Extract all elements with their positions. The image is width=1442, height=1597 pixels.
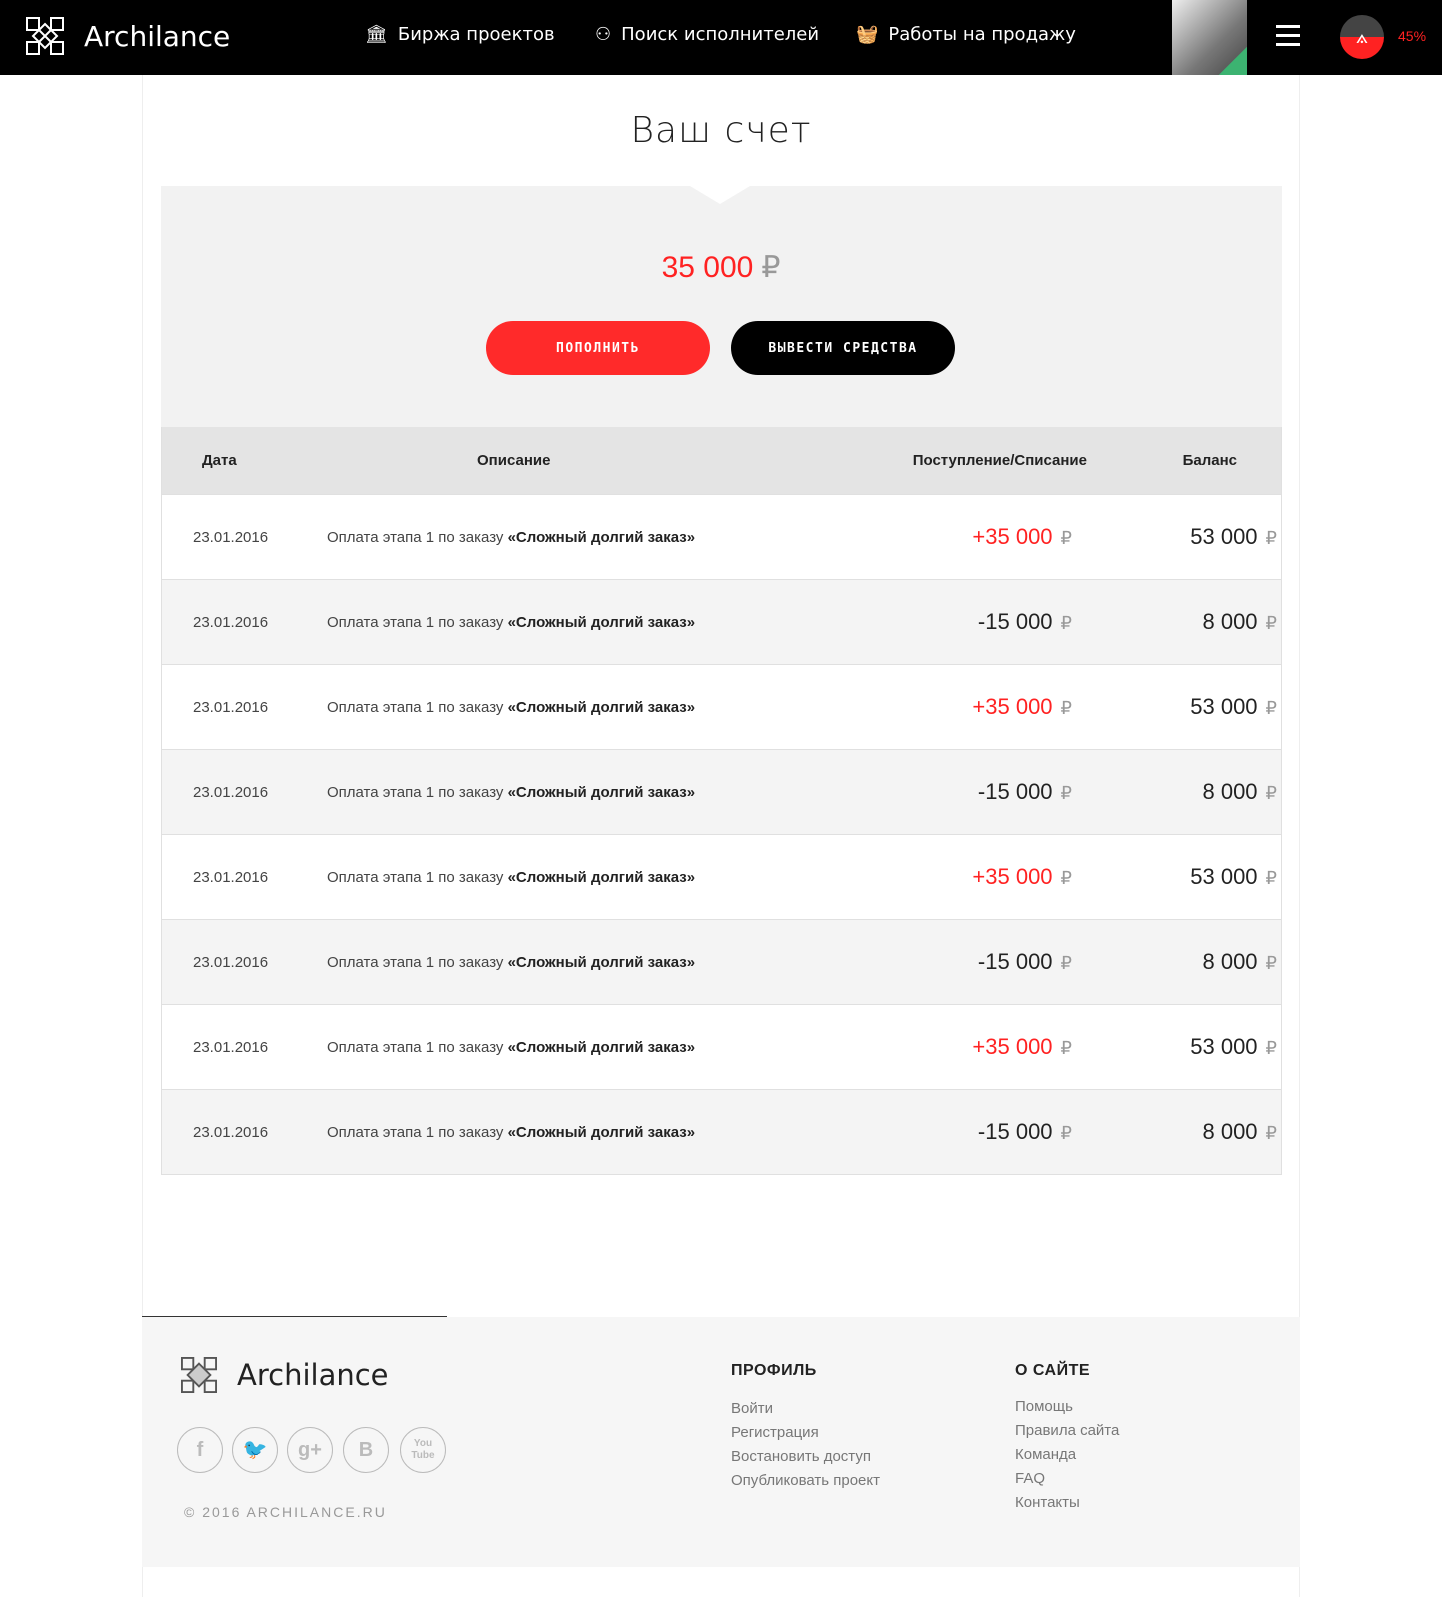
logo-icon xyxy=(26,17,64,55)
row-amount: -15 000 ₽ xyxy=(977,1119,1072,1144)
logo-icon xyxy=(181,1357,217,1393)
row-amount: -15 000 ₽ xyxy=(977,609,1072,634)
footer-link-about[interactable]: Команда xyxy=(1015,1446,1077,1463)
nav-projects[interactable]: 🏛 Биржа проектов xyxy=(365,24,555,45)
profile-progress: 45% xyxy=(1398,28,1427,44)
withdraw-button[interactable]: ВЫВЕСТИ СРЕДСТВА xyxy=(731,321,955,375)
footer-link-about[interactable]: Помощь xyxy=(1015,1398,1073,1415)
basket-icon: 🧺 xyxy=(856,24,879,45)
table-row: 23.01.2016 Оплата этапа 1 по заказу «Сло… xyxy=(162,494,1281,579)
row-date: 23.01.2016 xyxy=(193,528,269,546)
row-description: Оплата этапа 1 по заказу «Сложный долгий… xyxy=(327,1038,696,1056)
brand-name: Archilance xyxy=(84,19,231,53)
table-row: 23.01.2016 Оплата этапа 1 по заказу «Сло… xyxy=(162,919,1281,1004)
col-desc: Описание xyxy=(477,452,551,469)
row-amount: +35 000 ₽ xyxy=(972,1034,1072,1059)
balance-panel xyxy=(161,186,1282,427)
facebook-icon[interactable]: f xyxy=(177,1427,223,1473)
about-heading: О САЙТЕ xyxy=(1015,1362,1091,1379)
google-plus-icon[interactable]: g+ xyxy=(287,1427,333,1473)
copyright: © 2016 ARCHILANCE.RU xyxy=(184,1504,387,1520)
row-description: Оплата этапа 1 по заказу «Сложный долгий… xyxy=(327,868,696,886)
compass-icon[interactable]: ⟑ xyxy=(1340,15,1384,59)
footer-link-about[interactable]: FAQ xyxy=(1015,1470,1046,1487)
row-balance: 8 000 ₽ xyxy=(1202,949,1277,974)
order-link[interactable]: «Сложный долгий заказ» xyxy=(507,613,696,631)
row-date: 23.01.2016 xyxy=(193,1038,269,1056)
row-description: Оплата этапа 1 по заказу «Сложный долгий… xyxy=(327,1123,696,1141)
row-balance: 8 000 ₽ xyxy=(1202,609,1277,634)
row-date: 23.01.2016 xyxy=(193,698,269,716)
row-description: Оплата этапа 1 по заказу «Сложный долгий… xyxy=(327,698,696,716)
table-row: 23.01.2016 Оплата этапа 1 по заказу «Сло… xyxy=(162,579,1281,664)
footer-link-about[interactable]: Правила сайта xyxy=(1015,1422,1120,1439)
table-row: 23.01.2016 Оплата этапа 1 по заказу «Сло… xyxy=(162,664,1281,749)
row-balance: 8 000 ₽ xyxy=(1202,779,1277,804)
order-link[interactable]: «Сложный долгий заказ» xyxy=(507,1038,696,1056)
row-date: 23.01.2016 xyxy=(193,613,269,631)
row-amount: +35 000 ₽ xyxy=(972,694,1072,719)
footer-link-profile[interactable]: Войти xyxy=(731,1400,773,1417)
row-amount: +35 000 ₽ xyxy=(972,864,1072,889)
table-row: 23.01.2016 Оплата этапа 1 по заказу «Сло… xyxy=(162,749,1281,834)
row-balance: 53 000 ₽ xyxy=(1190,524,1277,549)
profile-heading: ПРОФИЛЬ xyxy=(731,1362,817,1379)
col-amount: Поступление/Списание xyxy=(912,452,1087,469)
order-link[interactable]: «Сложный долгий заказ» xyxy=(507,698,696,716)
logo[interactable]: Archilance xyxy=(26,17,230,55)
menu-icon[interactable] xyxy=(1276,25,1300,52)
page-title: Ваш счет xyxy=(630,110,812,151)
table-row: 23.01.2016 Оплата этапа 1 по заказу «Сло… xyxy=(162,834,1281,919)
footer-link-about[interactable]: Контакты xyxy=(1015,1494,1080,1511)
footer-link-profile[interactable]: Регистрация xyxy=(731,1424,819,1441)
transactions-table: Дата Описание Поступление/Списание Балан… xyxy=(161,427,1282,1175)
row-amount: -15 000 ₽ xyxy=(977,949,1072,974)
panel-notch xyxy=(690,186,750,204)
row-date: 23.01.2016 xyxy=(193,783,269,801)
row-date: 23.01.2016 xyxy=(193,868,269,886)
row-balance: 53 000 ₽ xyxy=(1190,864,1277,889)
binoculars-icon: ⚇ xyxy=(595,24,612,45)
row-description: Оплата этапа 1 по заказу «Сложный долгий… xyxy=(327,528,696,546)
row-balance: 53 000 ₽ xyxy=(1190,1034,1277,1059)
table-row: 23.01.2016 Оплата этапа 1 по заказу «Сло… xyxy=(162,1089,1281,1174)
row-description: Оплата этапа 1 по заказу «Сложный долгий… xyxy=(327,613,696,631)
footer-brand: Archilance xyxy=(237,1358,389,1392)
balance-amount: 35 000 ₽ xyxy=(661,251,781,284)
table-row: 23.01.2016 Оплата этапа 1 по заказу «Сло… xyxy=(162,1004,1281,1089)
row-amount: -15 000 ₽ xyxy=(977,779,1072,804)
row-description: Оплата этапа 1 по заказу «Сложный долгий… xyxy=(327,953,696,971)
footer-link-profile[interactable]: Востановить доступ xyxy=(731,1448,871,1465)
row-description: Оплата этапа 1 по заказу «Сложный долгий… xyxy=(327,783,696,801)
order-link[interactable]: «Сложный долгий заказ» xyxy=(507,868,696,886)
footer-logo[interactable]: Archilance xyxy=(181,1357,389,1393)
order-link[interactable]: «Сложный долгий заказ» xyxy=(507,528,696,546)
row-date: 23.01.2016 xyxy=(193,953,269,971)
content-container xyxy=(142,75,1300,1597)
avatar[interactable] xyxy=(1172,0,1247,75)
table-header: Дата Описание Поступление/Списание Балан… xyxy=(162,427,1281,494)
nav-works[interactable]: 🧺 Работы на продажу xyxy=(856,24,1076,45)
footer xyxy=(142,1317,1300,1567)
order-link[interactable]: «Сложный долгий заказ» xyxy=(507,1123,696,1141)
twitter-icon[interactable]: 🐦 xyxy=(232,1427,278,1473)
top-header: Archilance 🏛 Биржа проектов ⚇ Поиск исполн… xyxy=(0,0,1442,75)
col-date: Дата xyxy=(202,452,237,469)
order-link[interactable]: «Сложный долгий заказ» xyxy=(507,783,696,801)
row-balance: 8 000 ₽ xyxy=(1202,1119,1277,1144)
row-amount: +35 000 ₽ xyxy=(972,524,1072,549)
topup-button[interactable]: ПОПОЛНИТЬ xyxy=(486,321,710,375)
vk-icon[interactable]: B xyxy=(343,1427,389,1473)
row-balance: 53 000 ₽ xyxy=(1190,694,1277,719)
order-link[interactable]: «Сложный долгий заказ» xyxy=(507,953,696,971)
youtube-icon[interactable]: You Tube xyxy=(400,1427,446,1473)
row-date: 23.01.2016 xyxy=(193,1123,269,1141)
footer-link-profile[interactable]: Опубликовать проект xyxy=(731,1472,880,1489)
building-icon: 🏛 xyxy=(365,24,388,45)
col-balance: Баланс xyxy=(1182,452,1237,469)
nav-search[interactable]: ⚇ Поиск исполнителей xyxy=(595,24,820,45)
